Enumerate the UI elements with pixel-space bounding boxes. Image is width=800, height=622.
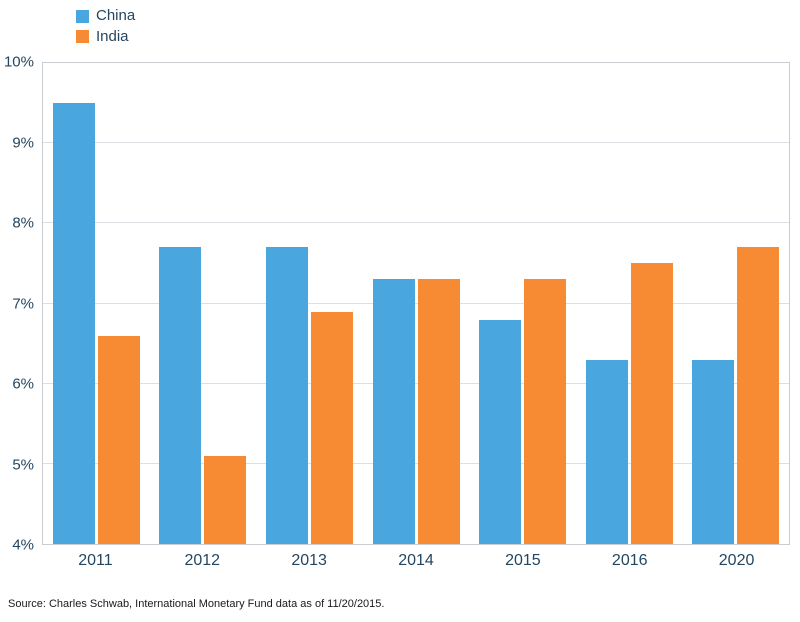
y-tick-label: 6% bbox=[12, 375, 34, 393]
bar-india-2012 bbox=[204, 455, 247, 544]
bar-china-2011 bbox=[52, 103, 95, 544]
y-tick-label: 4% bbox=[12, 536, 34, 554]
bar-group-2020 bbox=[682, 63, 789, 544]
y-tick-label: 7% bbox=[12, 295, 34, 312]
bar-china-2013 bbox=[265, 247, 308, 544]
gridline bbox=[43, 302, 789, 304]
x-tick-label: 2016 bbox=[611, 552, 648, 569]
gridline bbox=[43, 382, 789, 384]
legend-label-india: India bbox=[96, 27, 129, 45]
legend: China India bbox=[76, 7, 136, 46]
legend-label-china: China bbox=[96, 7, 136, 24]
bar-india-2013 bbox=[310, 311, 353, 544]
legend-swatch-china bbox=[76, 9, 89, 23]
x-axis: 2011 2012 2013 2014 2015 2016 2020 bbox=[42, 552, 790, 570]
x-tick-label: 2012 bbox=[184, 552, 221, 569]
plot-area bbox=[42, 62, 790, 545]
x-tick-label: 2015 bbox=[505, 552, 541, 569]
y-tick-label: 10% bbox=[3, 53, 34, 71]
y-tick-label: 8% bbox=[12, 214, 34, 232]
x-tick-label: 2014 bbox=[398, 552, 434, 569]
x-tick-label: 2020 bbox=[718, 552, 755, 569]
legend-item-india: India bbox=[76, 27, 135, 46]
bar-group-2012 bbox=[150, 63, 257, 544]
y-tick-label: 5% bbox=[12, 456, 34, 474]
bar-group-2015 bbox=[469, 63, 576, 544]
legend-item-china: China bbox=[76, 7, 136, 25]
bar-group-2014 bbox=[363, 63, 470, 544]
legend-swatch-india bbox=[76, 30, 89, 44]
source-note: Source: Charles Schwab, International Mo… bbox=[8, 598, 385, 610]
bar-china-2020 bbox=[692, 359, 735, 544]
bar-india-2014 bbox=[417, 279, 460, 544]
x-tick-label: 2013 bbox=[291, 552, 327, 569]
gridline bbox=[43, 462, 789, 464]
bar-india-2016 bbox=[630, 263, 673, 544]
bar-group-2011 bbox=[43, 63, 150, 544]
x-tick-label: 2011 bbox=[78, 552, 113, 569]
bar-china-2014 bbox=[372, 279, 415, 544]
y-axis: 10% 9% 8% 7% 6% 5% 4% bbox=[0, 54, 34, 554]
bar-india-2020 bbox=[737, 247, 780, 544]
bar-india-2011 bbox=[97, 335, 140, 544]
bar-india-2015 bbox=[524, 279, 567, 544]
bar-groups bbox=[43, 63, 789, 544]
bar-china-2015 bbox=[479, 319, 522, 544]
gridline bbox=[43, 222, 789, 224]
y-tick-label: 9% bbox=[12, 134, 34, 151]
bar-china-2012 bbox=[159, 247, 202, 544]
bar-group-2016 bbox=[576, 63, 683, 544]
bar-china-2016 bbox=[585, 359, 628, 544]
bar-group-2013 bbox=[256, 63, 363, 544]
gridline bbox=[43, 142, 789, 144]
